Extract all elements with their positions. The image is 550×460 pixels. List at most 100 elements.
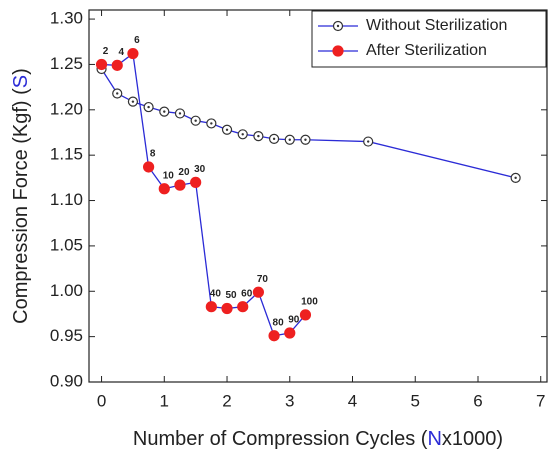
y-tick-label: 1.05	[50, 235, 83, 254]
x-tick-label: 6	[473, 391, 482, 410]
marker-circle	[252, 286, 264, 298]
marker-dot	[131, 100, 135, 103]
marker-circle	[158, 183, 170, 195]
point-label: 50	[225, 290, 237, 301]
marker	[284, 327, 296, 339]
y-tick-label: 1.10	[50, 190, 83, 209]
marker-dot	[366, 140, 370, 143]
marker-dot	[178, 112, 182, 115]
marker-circle	[268, 330, 280, 342]
marker	[332, 45, 344, 57]
marker	[221, 302, 233, 315]
marker-dot	[194, 119, 197, 122]
marker-dot	[241, 133, 244, 136]
legend-label: After Sterilization	[366, 42, 487, 59]
marker-circle	[205, 301, 217, 313]
point-label: 10	[163, 170, 175, 181]
point-label: 30	[194, 164, 206, 175]
marker	[159, 106, 170, 117]
legend-label: Without Sterilization	[366, 17, 507, 34]
point-label: 8	[150, 149, 156, 160]
marker-dot	[514, 176, 517, 180]
marker-dot	[304, 138, 307, 141]
marker-circle	[299, 309, 312, 321]
x-axis-label: Number of Compression Cycles (Nx1000)	[133, 428, 503, 450]
marker	[190, 115, 201, 126]
marker-circle	[95, 58, 108, 71]
marker	[237, 301, 249, 313]
marker	[221, 124, 233, 135]
marker-circle	[284, 327, 296, 339]
y-label-part: S	[10, 75, 32, 88]
marker-dot	[116, 92, 119, 95]
marker	[174, 108, 186, 119]
x-tick-label: 5	[411, 391, 420, 410]
marker	[190, 176, 202, 188]
marker-circle	[174, 179, 186, 191]
legend-box	[311, 10, 547, 68]
y-tick-label: 1.30	[50, 9, 83, 28]
y-label-part: )	[10, 68, 32, 75]
point-label: 20	[178, 167, 190, 178]
marker	[268, 330, 280, 342]
marker-circle	[143, 161, 155, 173]
marker	[299, 309, 312, 321]
series-line	[101, 52, 306, 337]
point-label: 40	[210, 288, 222, 299]
marker	[237, 129, 248, 140]
marker	[206, 118, 217, 129]
y-label-part: Compression Force (Kgf) (	[10, 88, 32, 324]
x-tick-label: 2	[222, 391, 231, 410]
marker-circle	[127, 47, 139, 60]
y-tick-label: 0.90	[50, 371, 83, 390]
x-tick-label: 3	[285, 391, 294, 410]
marker	[510, 172, 521, 183]
marker-circle	[221, 302, 233, 315]
marker-circle	[237, 301, 249, 313]
point-label: 4	[118, 47, 124, 58]
x-tick-label: 0	[97, 391, 106, 410]
marker-dot	[257, 134, 260, 138]
marker	[284, 134, 295, 145]
marker	[253, 131, 264, 142]
marker	[174, 179, 186, 191]
point-label: 70	[257, 274, 269, 285]
marker	[252, 286, 264, 298]
marker	[95, 58, 108, 71]
point-label: 6	[134, 35, 140, 46]
y-tick-label: 1.20	[50, 99, 83, 118]
y-axis-label: Compression Force (Kgf) (S)	[10, 68, 32, 324]
marker	[143, 101, 154, 113]
x-label-part: x1000)	[442, 428, 503, 450]
marker-dot	[147, 105, 150, 109]
x-tick-label: 4	[348, 391, 357, 410]
y-tick-label: 0.95	[50, 326, 83, 345]
y-tick-label: 1.15	[50, 145, 83, 164]
marker	[143, 161, 155, 173]
marker	[332, 20, 344, 32]
marker-circle	[332, 45, 344, 57]
marker-dot	[210, 122, 213, 125]
x-label-part: N	[427, 428, 441, 450]
plot-frame	[88, 9, 548, 383]
point-label: 80	[273, 317, 285, 328]
marker-dot	[163, 110, 166, 113]
marker-circle	[190, 176, 202, 188]
point-label: 60	[241, 288, 253, 299]
point-label: 100	[301, 296, 318, 307]
point-label: 2	[103, 46, 109, 57]
y-tick-label: 1.25	[50, 54, 83, 73]
x-tick-label: 1	[160, 391, 169, 410]
x-tick-label: 7	[536, 391, 545, 410]
x-label-part: Number of Compression Cycles (	[133, 428, 428, 450]
marker-dot	[336, 24, 340, 28]
marker-dot	[225, 128, 229, 131]
marker	[127, 96, 139, 107]
marker-dot	[272, 137, 276, 141]
y-tick-label: 1.00	[50, 281, 83, 300]
marker	[363, 136, 374, 147]
marker	[205, 301, 217, 313]
point-label: 90	[288, 315, 300, 326]
marker	[158, 183, 170, 195]
